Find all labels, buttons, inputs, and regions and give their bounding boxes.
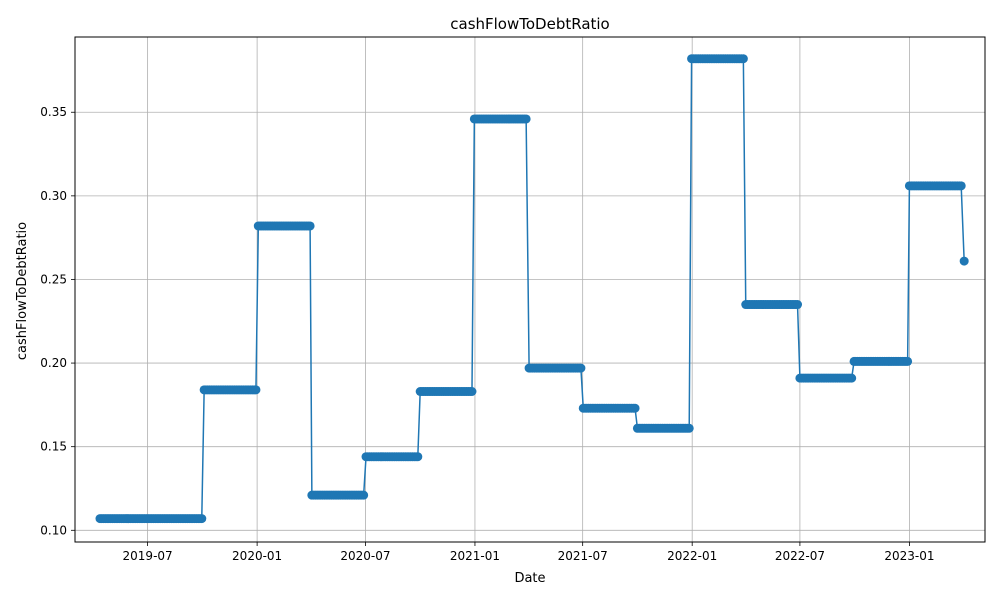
plot-frame [74, 36, 986, 543]
x-axis: 2019-07 2020-01 2020-07 2021-01 2021-07 2022-… [123, 542, 934, 563]
data-point [959, 256, 969, 266]
y-axis: 0.10 0.15 0.20 0.25 0.30 0.35 [40, 105, 75, 537]
data-point [903, 356, 913, 366]
data-point [793, 300, 803, 310]
series-cashflow-to-debt-ratio [95, 54, 969, 524]
y-tick-label: 0.20 [40, 356, 67, 370]
data-point [467, 387, 477, 396]
data-point [359, 490, 369, 500]
x-tick-label: 2021-07 [558, 549, 608, 563]
data-point [576, 363, 586, 373]
x-tick-label: 2020-01 [232, 549, 282, 563]
x-tick-label: 2019-07 [123, 549, 173, 563]
data-point [251, 385, 261, 395]
data-point [413, 452, 423, 462]
x-tick-label: 2023-01 [884, 549, 934, 563]
chart-title: cashFlowToDebtRatio [450, 15, 610, 33]
y-tick-label: 0.10 [40, 523, 67, 537]
data-point [521, 114, 531, 124]
y-tick-label: 0.30 [40, 189, 67, 203]
x-tick-label: 2022-01 [667, 549, 717, 563]
x-tick-label: 2021-01 [450, 549, 500, 563]
x-axis-label: Date [514, 571, 545, 586]
y-tick-label: 0.25 [40, 272, 67, 286]
data-point [197, 514, 207, 524]
data-point [684, 423, 694, 433]
y-axis-label: cashFlowToDebtRatio [15, 222, 30, 360]
grid [75, 37, 985, 542]
data-point [956, 181, 966, 191]
y-tick-label: 0.35 [40, 105, 67, 119]
data-point [738, 54, 748, 64]
data-point [847, 373, 857, 383]
x-tick-label: 2020-07 [340, 549, 390, 563]
y-tick-label: 0.15 [40, 440, 67, 454]
data-point [630, 403, 640, 413]
data-point [305, 221, 315, 231]
x-tick-label: 2022-07 [775, 549, 825, 563]
